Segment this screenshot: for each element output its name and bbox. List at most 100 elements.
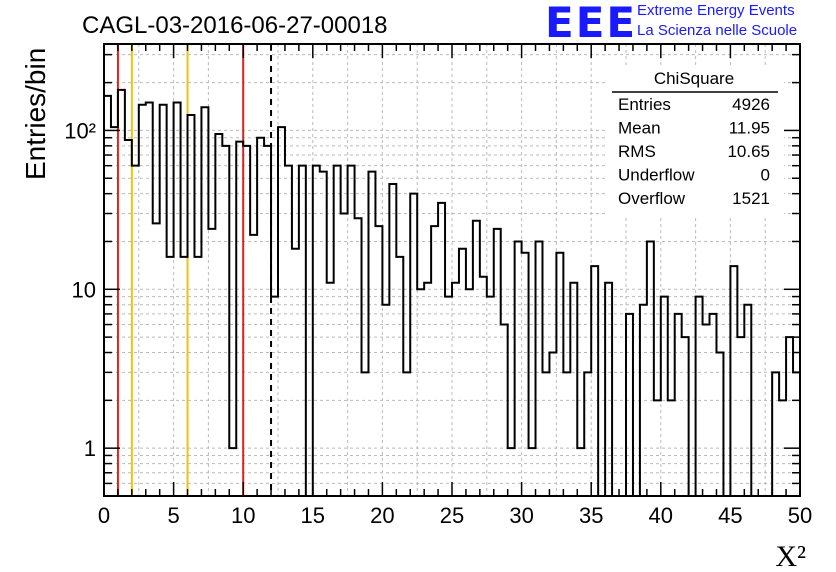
stats-row-label: Overflow xyxy=(618,189,686,208)
histogram-bin xyxy=(222,146,229,496)
histogram-bin xyxy=(139,105,146,496)
histogram-bin xyxy=(501,325,508,496)
histogram-bin xyxy=(313,166,320,496)
stats-row-label: RMS xyxy=(618,142,656,161)
x-tick-label: 30 xyxy=(509,503,533,528)
histogram-bin xyxy=(250,235,257,496)
histogram-bin xyxy=(236,142,243,496)
histogram-bin xyxy=(160,105,167,496)
histogram-bins xyxy=(104,88,800,497)
histogram-bin xyxy=(264,146,271,496)
stats-row-label: Underflow xyxy=(618,166,695,185)
histogram-bin xyxy=(675,314,682,496)
histogram-bin xyxy=(341,214,348,496)
stats-rows: Entries 4926 Mean 11.95 RMS 10.65 Underflow 0 Ov… xyxy=(618,95,770,208)
stats-row-value: 0 xyxy=(761,166,770,185)
y-tick-label: 10² xyxy=(64,118,96,143)
histogram-bin xyxy=(710,314,717,496)
histogram-bin xyxy=(181,257,188,496)
histogram-bin xyxy=(716,353,723,496)
histogram-bin xyxy=(355,218,362,496)
x-tick-label: 25 xyxy=(440,503,464,528)
histogram-bin xyxy=(278,127,285,496)
histogram-bin xyxy=(786,337,793,496)
histogram-bin xyxy=(661,297,668,496)
histogram-bin xyxy=(737,337,744,496)
x-axis-label: X² xyxy=(775,540,806,572)
histogram-bin xyxy=(626,314,633,496)
histogram-bin xyxy=(438,203,445,496)
histogram-bin xyxy=(299,166,306,496)
chart-title: CAGL-03-2016-06-27-00018 xyxy=(82,12,388,39)
stats-title: ChiSquare xyxy=(654,69,734,88)
histogram-bin xyxy=(285,166,292,496)
histogram-bin xyxy=(417,289,424,496)
y-axis-label: Entries/bin xyxy=(20,48,51,180)
histogram-bin xyxy=(132,166,139,496)
histogram-bin xyxy=(647,241,654,496)
histogram-bin xyxy=(515,241,522,496)
histogram-bin xyxy=(473,221,480,496)
histogram-bin xyxy=(188,115,195,496)
histogram-bin xyxy=(696,297,703,496)
histogram-bin xyxy=(403,372,410,496)
stats-row-label: Mean xyxy=(618,119,661,138)
x-tick-label: 45 xyxy=(718,503,742,528)
histogram-bin xyxy=(591,266,598,496)
axis-ticks xyxy=(103,44,801,496)
histogram-bin xyxy=(445,297,452,496)
stats-row-value: 10.65 xyxy=(727,142,770,161)
histogram-bin xyxy=(487,297,494,496)
histogram-bin xyxy=(174,102,181,496)
x-tick-label: 35 xyxy=(579,503,603,528)
histogram-bin xyxy=(466,289,473,496)
cut-lines xyxy=(116,44,273,496)
histogram-bin xyxy=(111,127,118,496)
stats-row-label: Entries xyxy=(618,95,671,114)
histogram-bin xyxy=(320,172,327,496)
histogram-bin xyxy=(563,372,570,496)
stats-row-value: 11.95 xyxy=(729,119,770,138)
x-tick-label: 15 xyxy=(301,503,325,528)
logo-caption-line2: La Scienza nelle Scuole xyxy=(637,22,798,39)
histogram-bin xyxy=(215,134,222,496)
x-tick-label: 50 xyxy=(788,503,812,528)
histogram-bin xyxy=(167,257,174,496)
histogram-bin xyxy=(146,102,153,496)
eee-logo: EEE xyxy=(545,0,638,47)
histogram-bin xyxy=(772,372,779,496)
histogram-bin xyxy=(362,372,369,496)
x-tick-label: 40 xyxy=(649,503,673,528)
histogram-bin xyxy=(703,325,710,496)
x-tick-label: 10 xyxy=(231,503,255,528)
y-tick-label: 10 xyxy=(72,277,96,302)
histogram-bin xyxy=(243,146,250,496)
stats-row-value: 4926 xyxy=(732,95,770,114)
stats-box-bg xyxy=(608,66,784,216)
histogram-bin xyxy=(118,90,125,496)
histogram-bin xyxy=(410,194,417,496)
histogram-bin xyxy=(389,184,396,496)
stats-row-value: 1521 xyxy=(732,189,770,208)
x-tick-label: 20 xyxy=(370,503,394,528)
stats-box: ChiSquare Entries 4926 Mean 11.95 RMS 10.65 Un… xyxy=(608,66,784,216)
histogram-bin xyxy=(730,266,737,496)
histogram-bin xyxy=(536,241,543,496)
histogram-bin xyxy=(793,372,800,496)
histogram-bin xyxy=(682,337,689,496)
y-tick-label: 1 xyxy=(84,436,96,461)
histogram-bin xyxy=(271,297,278,496)
histogram-bin xyxy=(584,372,591,496)
x-tick-label: 5 xyxy=(167,503,179,528)
histogram-outline xyxy=(104,88,800,497)
histogram-bin xyxy=(542,372,549,496)
logo-caption-line1: Extreme Energy Events xyxy=(637,2,795,19)
x-tick-label: 0 xyxy=(98,503,110,528)
histogram-bin xyxy=(549,353,556,496)
histogram-bin xyxy=(396,257,403,496)
tick-labels: 0 5 10 15 20 25 30 35 40 45 50 1 10 10² xyxy=(64,118,812,528)
histogram-bin xyxy=(257,138,264,496)
histogram-bin xyxy=(368,172,375,496)
